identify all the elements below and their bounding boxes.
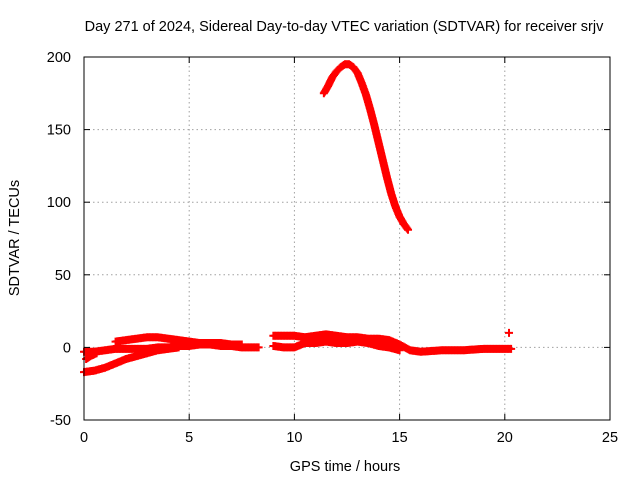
- x-tick-label: 15: [392, 430, 408, 446]
- data-points: [80, 60, 516, 377]
- y-axis-label: SDTVAR / TECUs: [7, 180, 23, 296]
- x-tick-label: 10: [286, 430, 302, 446]
- y-tick-label: 50: [55, 268, 71, 284]
- x-tick-label: 25: [602, 430, 618, 446]
- data-point: [404, 225, 413, 234]
- data-point: [395, 346, 404, 355]
- chart-title: Day 271 of 2024, Sidereal Day-to-day VTE…: [85, 19, 604, 35]
- x-axis-label: GPS time / hours: [290, 459, 400, 475]
- x-tick-label: 20: [497, 430, 513, 446]
- data-point: [174, 343, 183, 352]
- y-tick-label: 0: [63, 340, 71, 356]
- x-tick-label: 0: [80, 430, 88, 446]
- series-outlier: [505, 328, 514, 337]
- y-tick-label: 100: [47, 195, 71, 211]
- data-point: [505, 328, 514, 337]
- data-point: [507, 344, 516, 353]
- grid-lines: [84, 57, 610, 420]
- series-midday-lower: [269, 337, 404, 355]
- y-tick-label: 200: [47, 50, 71, 66]
- series-early-arc: [111, 333, 246, 349]
- series-early-rise: [80, 343, 183, 377]
- axis-ticks: [83, 56, 611, 421]
- series-early-small: [82, 349, 101, 364]
- data-point: [237, 340, 246, 349]
- data-point: [254, 343, 263, 352]
- plot-frame: [83, 56, 611, 421]
- series-high-arc: [319, 60, 413, 234]
- tick-labels: 0 5 10 15 20 25 -50 0 50 100 150 200: [47, 50, 618, 446]
- x-tick-label: 5: [185, 430, 193, 446]
- y-tick-label: -50: [50, 413, 71, 429]
- data-point: [92, 349, 101, 358]
- y-tick-label: 150: [47, 123, 71, 139]
